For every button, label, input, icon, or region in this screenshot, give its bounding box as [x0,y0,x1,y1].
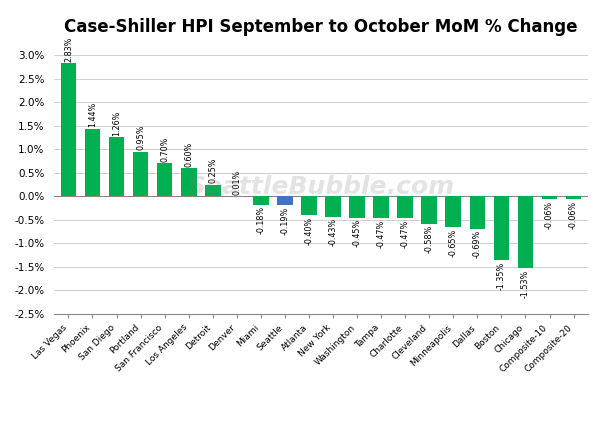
Text: 1.44%: 1.44% [88,102,97,127]
Bar [277,196,293,205]
Bar [445,196,461,227]
Bar [494,196,509,260]
Text: -0.58%: -0.58% [425,225,434,253]
Text: -0.47%: -0.47% [377,220,386,248]
Text: 0.95%: 0.95% [136,125,145,150]
Title: Case-Shiller HPI September to October MoM % Change: Case-Shiller HPI September to October Mo… [64,18,578,37]
Text: 2.83%: 2.83% [64,37,73,62]
Bar [373,196,389,218]
Text: -0.69%: -0.69% [473,230,482,259]
Bar [85,129,100,196]
Bar [421,196,437,224]
Bar [301,196,317,215]
Text: 1.26%: 1.26% [112,110,121,136]
Text: SeattleBubble.com: SeattleBubble.com [187,175,455,199]
Bar [397,196,413,218]
Bar [325,196,341,217]
Bar [253,196,269,205]
Bar [566,196,581,199]
Text: -0.06%: -0.06% [569,201,578,229]
Bar [133,152,148,196]
Text: -0.19%: -0.19% [280,207,289,235]
Bar [109,137,124,196]
Text: 0.70%: 0.70% [160,137,169,162]
Bar [349,196,365,218]
Text: 0.60%: 0.60% [184,142,193,167]
Text: -0.40%: -0.40% [304,217,313,245]
Text: -1.35%: -1.35% [497,261,506,290]
Text: -0.43%: -0.43% [329,218,338,246]
Bar [518,196,533,268]
Bar [205,184,221,196]
Bar [181,168,197,196]
Text: -0.47%: -0.47% [401,220,410,248]
Bar [61,63,76,196]
Text: 0.01%: 0.01% [232,169,241,194]
Bar [470,196,485,229]
Text: -0.18%: -0.18% [256,206,265,235]
Text: -0.65%: -0.65% [449,228,458,257]
Text: -0.06%: -0.06% [545,201,554,229]
Text: -0.45%: -0.45% [353,219,362,247]
Bar [542,196,557,199]
Bar [157,164,172,196]
Text: 0.25%: 0.25% [208,158,217,183]
Text: -1.53%: -1.53% [521,270,530,298]
